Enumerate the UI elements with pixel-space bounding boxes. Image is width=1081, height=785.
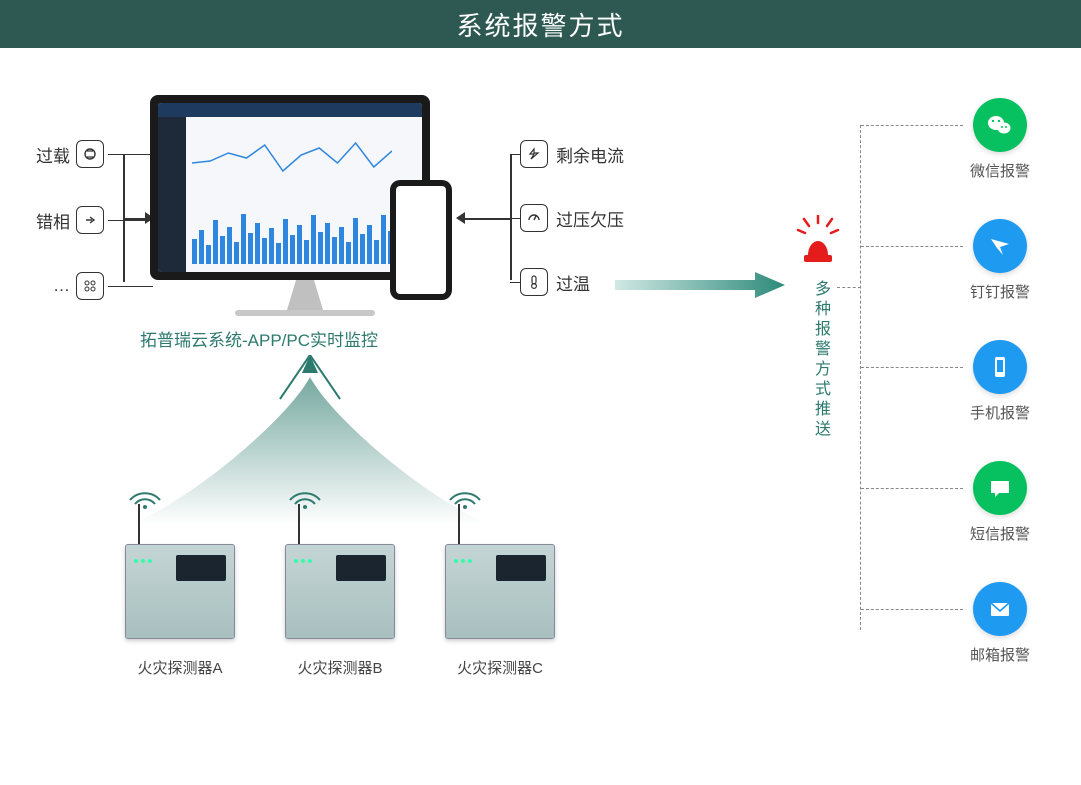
left-input-label: 错相 <box>30 208 70 233</box>
connector-line <box>860 125 861 630</box>
alert-channels: 微信报警 钉钉报警 手机报警 短信报警 邮箱报警 <box>963 98 1037 665</box>
connector-line <box>463 218 511 220</box>
left-input-row: 错相 <box>30 206 104 234</box>
channel-label: 短信报警 <box>970 523 1030 544</box>
detector-label: 火灾探测器C <box>457 657 543 678</box>
channel-phone: 手机报警 <box>963 340 1037 423</box>
right-input-row: 剩余电流 <box>520 140 624 168</box>
more-icon <box>76 272 104 300</box>
phone-alert-icon <box>973 340 1027 394</box>
monitor-screen <box>158 103 422 272</box>
overload-icon <box>76 140 104 168</box>
channel-label: 钉钉报警 <box>970 281 1030 302</box>
fire-detector: 火灾探测器C <box>440 480 560 678</box>
channel-sms: 短信报警 <box>963 461 1037 544</box>
channel-label: 手机报警 <box>970 402 1030 423</box>
beacon-label: 多种报警方式推送 <box>808 280 832 440</box>
detectors-row: 火灾探测器A 火灾探测器B 火灾探测器C <box>120 480 560 678</box>
wifi-icon <box>440 480 490 510</box>
alarm-beacon-icon <box>800 215 836 265</box>
sms-icon <box>973 461 1027 515</box>
channel-wechat: 微信报警 <box>963 98 1037 181</box>
right-input-label: 过温 <box>556 270 590 295</box>
dingtalk-icon <box>973 219 1027 273</box>
header-title: 系统报警方式 <box>456 6 624 43</box>
left-input-label: … <box>30 276 70 296</box>
fire-detector: 火灾探测器B <box>280 480 400 678</box>
monitor-caption: 拓普瑞云系统-APP/PC实时监控 <box>140 326 378 351</box>
email-icon <box>973 582 1027 636</box>
phone-device <box>390 180 452 300</box>
left-input-label: 过载 <box>30 142 70 167</box>
left-inputs-group: 过载 错相 … <box>30 140 104 338</box>
right-input-row: 过温 <box>520 268 624 296</box>
bar-chart <box>192 214 414 264</box>
wechat-icon <box>973 98 1027 152</box>
flow-arrow <box>615 270 785 300</box>
connector-line <box>837 287 861 288</box>
wifi-icon <box>120 480 170 510</box>
right-inputs-group: 剩余电流 过压欠压 过温 <box>520 140 624 332</box>
channel-label: 微信报警 <box>970 160 1030 181</box>
detector-label: 火灾探测器B <box>297 657 382 678</box>
right-input-label: 过压欠压 <box>556 206 624 231</box>
phase-icon <box>76 206 104 234</box>
left-input-row: … <box>30 272 104 300</box>
detector-label: 火灾探测器A <box>137 657 222 678</box>
residual-current-icon <box>520 140 548 168</box>
voltage-icon <box>520 204 548 232</box>
connector-line <box>510 154 512 280</box>
channel-label: 邮箱报警 <box>970 644 1030 665</box>
right-input-row: 过压欠压 <box>520 204 624 232</box>
channel-email: 邮箱报警 <box>963 582 1037 665</box>
right-input-label: 剩余电流 <box>556 142 624 167</box>
line-chart <box>192 133 392 183</box>
fire-detector: 火灾探测器A <box>120 480 240 678</box>
header-bar: 系统报警方式 <box>0 0 1081 48</box>
wifi-icon <box>280 480 330 510</box>
channel-dingtalk: 钉钉报警 <box>963 219 1037 302</box>
temperature-icon <box>520 268 548 296</box>
left-input-row: 过载 <box>30 140 104 168</box>
